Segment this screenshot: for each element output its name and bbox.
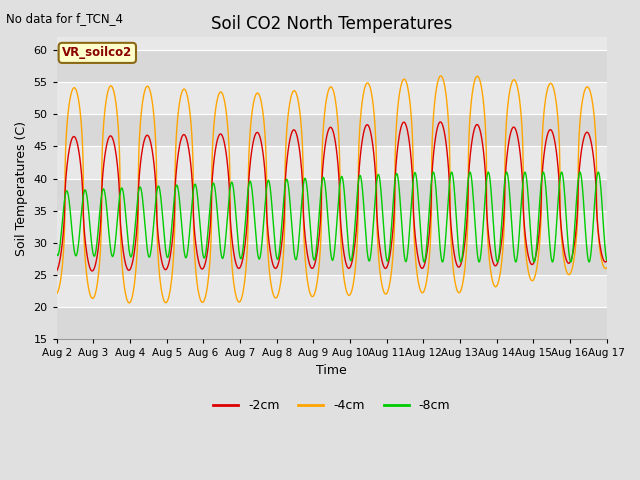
Bar [57,243,607,275]
Bar [57,50,607,82]
Bar [57,307,607,339]
Title: Soil CO2 North Temperatures: Soil CO2 North Temperatures [211,15,452,33]
Bar [57,82,607,114]
Bar [57,275,607,307]
Bar [57,114,607,146]
Legend: -2cm, -4cm, -8cm: -2cm, -4cm, -8cm [208,394,455,417]
Text: VR_soilco2: VR_soilco2 [62,47,132,60]
Text: No data for f_TCN_4: No data for f_TCN_4 [6,12,124,25]
Y-axis label: Soil Temperatures (C): Soil Temperatures (C) [15,120,28,256]
Bar [57,211,607,243]
Bar [57,179,607,211]
Bar [57,146,607,179]
X-axis label: Time: Time [316,363,347,376]
